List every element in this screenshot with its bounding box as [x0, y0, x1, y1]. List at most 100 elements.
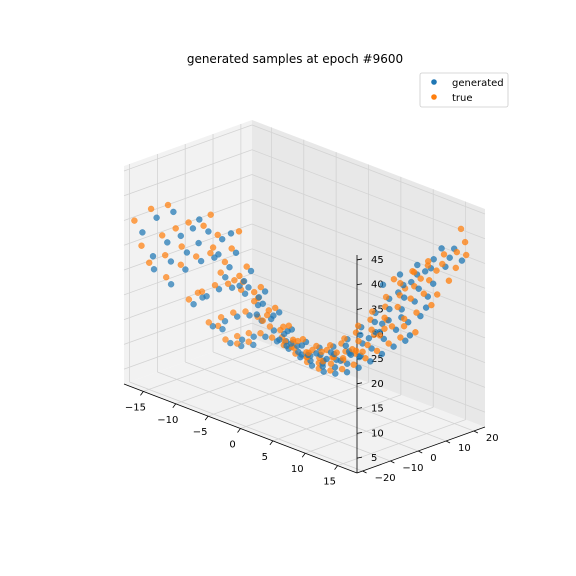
- data-point-true: [185, 219, 192, 226]
- data-point-true: [285, 322, 292, 329]
- data-point-true: [272, 304, 279, 312]
- data-point-true: [224, 280, 232, 287]
- data-point-true: [138, 242, 145, 249]
- data-point-true: [192, 253, 200, 260]
- data-point-true: [205, 319, 213, 326]
- data-point-true: [368, 326, 375, 333]
- data-point-true: [198, 288, 206, 295]
- data-point-true: [207, 249, 214, 257]
- data-point-true: [236, 272, 243, 280]
- x-tick-label: 0: [229, 440, 235, 451]
- z-tick-mark: [356, 456, 363, 459]
- data-point-true: [420, 290, 427, 297]
- data-point-generated: [438, 245, 445, 252]
- data-point-true: [434, 291, 441, 298]
- data-point-generated: [196, 216, 203, 223]
- data-point-true: [211, 282, 219, 289]
- data-point-true: [338, 365, 346, 373]
- data-point-generated: [401, 294, 408, 301]
- data-point-generated: [298, 342, 306, 349]
- z-tick-mark: [356, 258, 363, 261]
- data-point-true: [185, 296, 193, 303]
- data-point-true: [250, 288, 258, 296]
- z-tick-label: 15: [371, 404, 384, 415]
- z-tick-mark: [356, 283, 363, 286]
- data-point-generated: [368, 345, 375, 352]
- data-point-true: [242, 308, 249, 315]
- data-point-true: [231, 277, 238, 284]
- data-point-generated: [183, 249, 191, 256]
- y-axis-ticks: −20 −10 0 10 20: [362, 430, 499, 484]
- z-grid-left: [123, 124, 253, 172]
- y-tick-label: 0: [430, 453, 436, 464]
- data-point-generated: [422, 304, 430, 311]
- data-point-generated: [371, 318, 378, 326]
- data-point-true: [390, 276, 398, 283]
- z-grid-back: [251, 174, 486, 264]
- data-point-true: [412, 329, 419, 336]
- data-point-generated: [227, 339, 234, 347]
- data-point-true: [233, 332, 241, 340]
- data-point-true: [397, 334, 404, 341]
- data-point-generated: [406, 332, 414, 339]
- data-point-true: [376, 332, 383, 339]
- data-point-true: [401, 315, 408, 322]
- data-point-true: [327, 360, 335, 367]
- x-tick-mark: [334, 465, 338, 470]
- x-grid-floor: [208, 369, 337, 417]
- legend-label-generated: generated: [452, 78, 504, 89]
- data-point-generated: [380, 335, 387, 343]
- data-point-generated: [167, 281, 175, 288]
- data-point-generated: [259, 300, 266, 307]
- data-point-generated: [203, 293, 210, 300]
- z-tick-label: 35: [371, 305, 384, 316]
- data-point-true: [164, 201, 172, 209]
- data-point-true: [172, 225, 179, 232]
- data-point-generated: [246, 312, 253, 319]
- data-point-generated: [215, 286, 223, 293]
- data-point-true: [413, 309, 420, 316]
- y-tick-mark: [362, 470, 367, 474]
- data-point-true: [257, 330, 264, 337]
- data-point-true: [407, 295, 414, 302]
- data-point-generated: [378, 350, 386, 358]
- data-point-generated: [245, 284, 252, 291]
- data-point-generated: [238, 336, 246, 343]
- data-point-true: [428, 301, 435, 309]
- data-point-true: [369, 308, 376, 315]
- data-point-true: [385, 340, 392, 347]
- data-point-generated: [422, 268, 429, 275]
- data-point-generated: [415, 285, 422, 292]
- data-point-true: [209, 244, 217, 251]
- data-point-generated: [226, 264, 233, 271]
- data-point-true: [265, 307, 272, 314]
- data-point-generated: [396, 271, 404, 278]
- scatter-points: [131, 201, 470, 377]
- y-grid-floor: [129, 381, 363, 472]
- y-grid-floor: [157, 371, 391, 462]
- data-point-generated: [343, 369, 351, 376]
- data-point-generated: [270, 312, 277, 319]
- y-grid-floor: [185, 361, 419, 452]
- data-point-true: [397, 280, 404, 287]
- data-point-generated: [430, 256, 437, 263]
- data-point-true: [235, 228, 243, 235]
- data-point-true: [327, 342, 334, 349]
- data-point-generated: [402, 337, 409, 344]
- data-point-true: [230, 309, 237, 316]
- data-point-true: [362, 355, 369, 362]
- data-point-true: [233, 340, 241, 347]
- data-point-true: [388, 323, 396, 330]
- data-point-true: [453, 248, 460, 256]
- x-tick-label: −15: [125, 402, 146, 413]
- data-point-true: [339, 355, 347, 362]
- data-point-true: [417, 275, 424, 282]
- data-point-generated: [153, 214, 160, 221]
- z-grid-left: [123, 322, 253, 370]
- data-point-generated: [197, 257, 205, 265]
- data-point-true: [349, 346, 356, 353]
- data-point-true: [433, 267, 440, 274]
- data-point-generated: [222, 274, 229, 281]
- data-point-generated: [218, 235, 226, 243]
- z-grid-left: [123, 149, 253, 197]
